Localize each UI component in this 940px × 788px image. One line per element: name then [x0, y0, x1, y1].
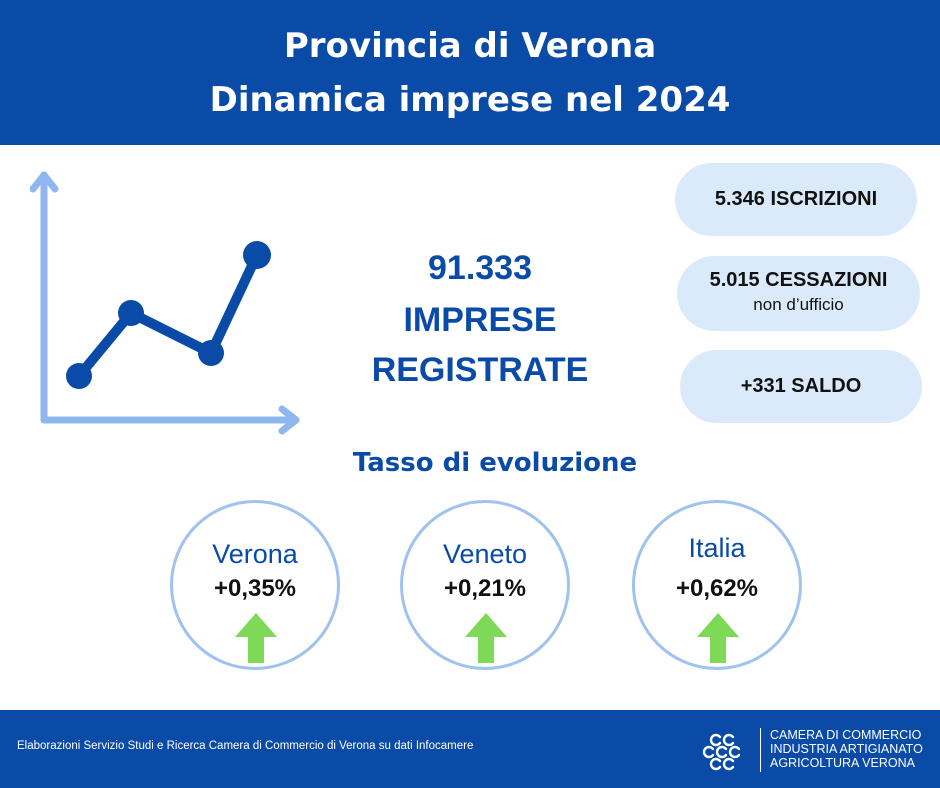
section-title: Tasso di evoluzione: [352, 448, 638, 478]
logo-line-2: INDUSTRIA ARTIGIANATO: [770, 742, 923, 756]
pill-iscrizioni-text: 5.346 ISCRIZIONI: [714, 188, 878, 210]
up-arrow-icon: [235, 613, 277, 663]
kpi-label-2: REGISTRATE: [371, 351, 589, 389]
logo-line-3: AGRICOLTURA VERONA: [770, 756, 915, 770]
rate-value: +0,21%: [443, 575, 527, 602]
rate-name: Italia: [688, 533, 746, 563]
header-banner: Provincia di Verona Dinamica imprese nel…: [0, 0, 940, 145]
up-arrow-icon: [697, 613, 739, 663]
logo-line-1: CAMERA DI COMMERCIO: [770, 728, 922, 742]
pill-cessazioni-subtext: non d’ufficio: [753, 295, 844, 314]
up-arrow-icon: [465, 613, 507, 663]
logo-divider: [760, 728, 761, 772]
kpi-label-1: IMPRESE: [403, 301, 557, 339]
kpi-number: 91.333: [428, 249, 532, 287]
rate-circle-verona: Verona +0,35%: [170, 500, 340, 670]
chamber-logo-icon: [702, 733, 741, 771]
rate-circle-veneto: Veneto +0,21%: [400, 500, 570, 670]
pill-cessazioni-text: 5.015 CESSAZIONI: [709, 269, 888, 291]
rate-name: Veneto: [442, 539, 528, 569]
footer-source: Elaborazioni Servizio Studi e Ricerca Ca…: [17, 740, 474, 752]
rate-circle-italia: Italia +0,62%: [632, 500, 802, 670]
pill-cessazioni: 5.015 CESSAZIONI non d’ufficio: [677, 256, 920, 331]
rate-value: +0,35%: [213, 575, 297, 602]
rate-name: Verona: [212, 539, 298, 569]
pill-iscrizioni: 5.346 ISCRIZIONI: [675, 163, 917, 236]
rate-value: +0,62%: [675, 575, 759, 602]
logo-wordmark: CAMERA DI COMMERCIO INDUSTRIA ARTIGIANAT…: [770, 728, 923, 770]
pill-saldo-text: +331 SALDO: [740, 375, 862, 397]
pill-saldo: +331 SALDO: [680, 350, 922, 423]
footer-bar: Elaborazioni Servizio Studi e Ricerca Ca…: [0, 710, 940, 788]
title-line-1: Provincia di Verona: [283, 26, 657, 66]
line-chart-icon: [30, 171, 300, 435]
title-line-2: Dinamica imprese nel 2024: [209, 80, 731, 120]
